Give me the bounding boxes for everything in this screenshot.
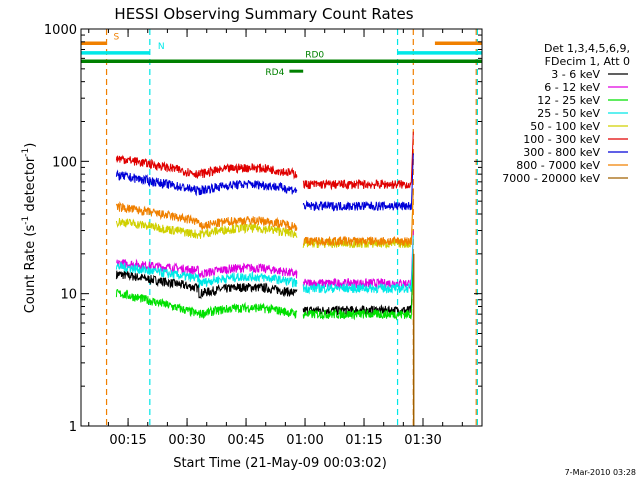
x-tick-label: 01:30 bbox=[404, 433, 441, 448]
legend-entry-label: 300 - 800 keV bbox=[523, 146, 600, 159]
y-tick-label: 1 bbox=[69, 420, 77, 435]
y-tick-label: 1000 bbox=[44, 23, 77, 38]
legend-entry-label: 25 - 50 keV bbox=[537, 107, 600, 120]
legend-header: Det 1,3,4,5,6,9, bbox=[544, 42, 630, 55]
series-line-5 bbox=[115, 131, 414, 191]
footer-date: 7-Mar-2010 03:28 bbox=[565, 468, 636, 477]
series-line-2 bbox=[115, 261, 414, 321]
legend-entry-label: 6 - 12 keV bbox=[544, 81, 600, 94]
plot-frame bbox=[80, 28, 483, 427]
legend-entry-label: 3 - 6 keV bbox=[551, 68, 600, 81]
plot-area: S N RD0 RD4 bbox=[81, 29, 482, 426]
series-line-7 bbox=[115, 188, 414, 248]
legend: Det 1,3,4,5,6,9,FDecim 1, Att 03 - 6 keV… bbox=[502, 42, 630, 185]
y-tick-label: 10 bbox=[60, 288, 77, 303]
series-line-6 bbox=[115, 153, 414, 212]
x-tick-label: 00:30 bbox=[168, 433, 205, 448]
x-tick-label: 00:45 bbox=[227, 433, 264, 448]
chart-title: HESSI Observing Summary Count Rates bbox=[114, 5, 413, 23]
y-axis-label: Count Rate (s-1 detector-1) bbox=[21, 143, 38, 314]
legend-entry-label: 100 - 300 keV bbox=[523, 133, 600, 146]
legend-header: FDecim 1, Att 0 bbox=[545, 55, 630, 68]
series-line-3 bbox=[115, 235, 414, 295]
x-tick-label: 00:15 bbox=[109, 433, 146, 448]
x-axis-label: Start Time (21-May-09 00:03:02) bbox=[173, 456, 387, 471]
flag-label-rd4: RD4 bbox=[265, 68, 284, 78]
x-tick-label: 01:00 bbox=[286, 433, 323, 448]
flag-label-s: S bbox=[114, 32, 120, 42]
series-line-0 bbox=[115, 257, 414, 317]
x-tick-label: 01:15 bbox=[345, 433, 382, 448]
flag-label-n: N bbox=[158, 42, 165, 52]
y-tick-label: 100 bbox=[52, 155, 77, 170]
axes: 00:15 00:30 00:45 01:00 01:15 01:30 1 10 100 1000 bbox=[44, 23, 482, 448]
legend-entry-label: 50 - 100 keV bbox=[530, 120, 600, 133]
flag-label-rd0: RD0 bbox=[305, 50, 324, 60]
legend-entry-label: 7000 - 20000 keV bbox=[502, 172, 600, 185]
legend-entry-label: 800 - 7000 keV bbox=[516, 159, 600, 172]
legend-entry-label: 12 - 25 keV bbox=[537, 94, 600, 107]
